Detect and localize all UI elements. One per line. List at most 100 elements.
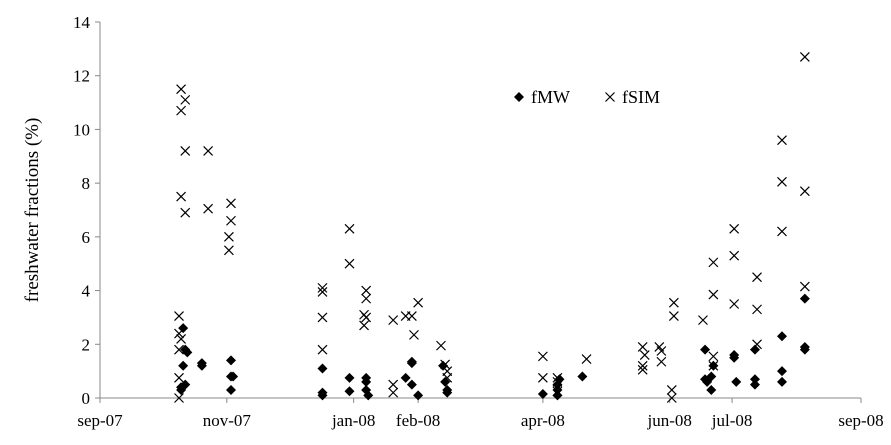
data-point-fSIM — [777, 227, 786, 236]
data-point-fSIM — [204, 146, 213, 155]
data-point-fSIM — [177, 192, 186, 201]
series-fSIM-points — [175, 52, 810, 402]
data-point-fSIM — [389, 380, 398, 389]
data-point-fSIM — [698, 316, 707, 325]
data-point-fMW — [440, 377, 450, 387]
y-tick-label: 12 — [73, 67, 90, 86]
data-point-fMW — [178, 323, 188, 333]
data-point-fMW — [700, 345, 710, 355]
data-point-fMW — [777, 377, 787, 387]
data-point-fSIM — [181, 208, 190, 217]
x-tick-label: jun-08 — [647, 411, 692, 430]
data-point-fSIM — [582, 355, 591, 364]
y-tick-label: 0 — [82, 389, 91, 408]
data-point-fMW — [178, 361, 188, 371]
data-point-fSIM — [175, 312, 184, 321]
data-point-fMW — [401, 373, 411, 383]
data-point-fSIM — [777, 136, 786, 145]
data-point-fSIM — [177, 85, 186, 94]
data-point-fSIM — [730, 251, 739, 260]
data-point-fSIM — [409, 330, 418, 339]
y-tick-label: 2 — [82, 335, 91, 354]
data-point-fSIM — [318, 287, 327, 296]
data-point-fMW — [577, 372, 587, 382]
data-point-fSIM — [730, 224, 739, 233]
data-point-fSIM — [345, 224, 354, 233]
y-tick-label: 14 — [73, 13, 91, 32]
legend-marker-fMW — [514, 92, 524, 102]
data-point-fSIM — [226, 216, 235, 225]
y-tick-label: 8 — [82, 174, 91, 193]
y-tick-label: 4 — [82, 282, 91, 301]
data-point-fSIM — [362, 313, 371, 322]
x-ticks: sep-07 nov-07 jan-08 feb-08 apr-08 jun-08 jul-… — [77, 398, 883, 430]
data-point-fMW — [345, 373, 355, 383]
data-point-fSIM — [709, 352, 718, 361]
legend-marker-fSIM — [606, 93, 615, 102]
data-point-fSIM — [638, 342, 647, 351]
data-point-fSIM — [538, 373, 547, 382]
data-point-fSIM — [389, 388, 398, 397]
y-ticks: 0 2 4 6 8 10 12 14 — [73, 13, 100, 408]
data-point-fSIM — [414, 298, 423, 307]
legend: fMW fSIM — [514, 87, 660, 107]
legend-label-fSIM: fSIM — [622, 87, 660, 107]
y-tick-label: 10 — [73, 120, 90, 139]
x-tick-label: apr-08 — [521, 411, 565, 430]
data-point-fSIM — [709, 290, 718, 299]
data-point-fSIM — [362, 294, 371, 303]
data-point-fSIM — [318, 345, 327, 354]
data-point-fSIM — [345, 259, 354, 268]
data-point-fMW — [538, 389, 548, 399]
series-fMW-points — [176, 294, 810, 401]
data-point-fSIM — [638, 361, 647, 370]
data-point-fMW — [413, 390, 423, 400]
data-point-fSIM — [224, 246, 233, 255]
data-point-fSIM — [657, 347, 666, 356]
data-point-fSIM — [226, 199, 235, 208]
data-point-fMW — [226, 385, 236, 395]
data-point-fMW — [777, 331, 787, 341]
data-point-fMW — [706, 385, 716, 395]
data-points — [175, 52, 810, 402]
data-point-fMW — [226, 355, 236, 365]
y-axis-title: freshwater fractions (%) — [22, 118, 43, 303]
data-point-fMW — [407, 357, 417, 367]
data-point-fSIM — [777, 177, 786, 186]
data-point-fSIM — [638, 365, 647, 374]
x-tick-label: feb-08 — [396, 411, 440, 430]
data-point-fMW — [407, 380, 417, 390]
x-tick-label: jul-08 — [711, 411, 753, 430]
data-point-fMW — [800, 294, 810, 304]
data-point-fSIM — [669, 312, 678, 321]
data-point-fSIM — [362, 286, 371, 295]
data-point-fMW — [731, 377, 741, 387]
data-point-fSIM — [800, 282, 809, 291]
data-point-fMW — [750, 380, 760, 390]
data-point-fSIM — [436, 341, 445, 350]
data-point-fSIM — [800, 187, 809, 196]
data-point-fSIM — [538, 352, 547, 361]
data-point-fSIM — [800, 52, 809, 61]
data-point-fSIM — [669, 298, 678, 307]
data-point-fSIM — [181, 95, 190, 104]
data-point-fSIM — [753, 305, 762, 314]
data-point-fSIM — [318, 283, 327, 292]
data-point-fMW — [317, 363, 327, 373]
data-point-fSIM — [667, 385, 676, 394]
data-point-fMW — [777, 366, 787, 376]
y-axis: 0 2 4 6 8 10 12 14 — [73, 13, 100, 408]
data-point-fSIM — [224, 232, 233, 241]
data-point-fSIM — [389, 316, 398, 325]
x-tick-label: jan-08 — [331, 411, 375, 430]
data-point-fSIM — [318, 313, 327, 322]
data-point-fSIM — [181, 146, 190, 155]
x-axis: sep-07 nov-07 jan-08 feb-08 apr-08 jun-08 jul-… — [77, 398, 883, 430]
data-point-fSIM — [753, 273, 762, 282]
data-point-fMW — [345, 386, 355, 396]
y-tick-label: 6 — [82, 228, 91, 247]
data-point-fSIM — [709, 258, 718, 267]
data-point-fSIM — [177, 106, 186, 115]
data-point-fSIM — [407, 312, 416, 321]
